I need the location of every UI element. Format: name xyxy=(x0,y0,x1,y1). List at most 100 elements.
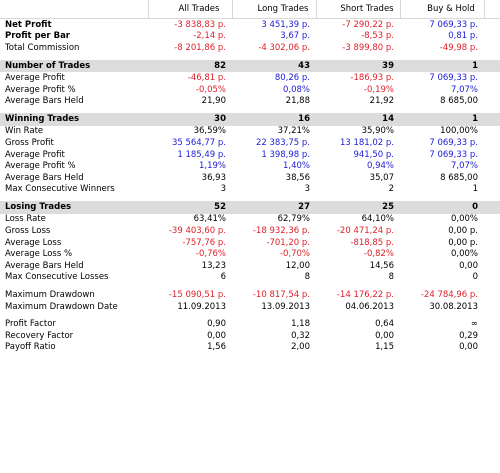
metric-value: 7,07% xyxy=(450,161,478,172)
metric-value: -4 302,06 p. xyxy=(258,42,310,53)
report-body: Net Profit -3 838,83 p. 3 451,39 p. -7 290,… xyxy=(0,19,500,353)
metric-value: 1 xyxy=(472,184,478,195)
metric-value: 21,90 xyxy=(201,96,226,107)
metric-value: 0,00 xyxy=(375,330,394,341)
metric-value: 80,26 p. xyxy=(274,73,310,84)
metric-value: 14 xyxy=(382,114,394,125)
metric-row: Payoff Ratio 1,56 2,00 1,15 0,00 xyxy=(0,342,500,354)
column-header-buy-hold[interactable]: Buy & Hold xyxy=(427,4,475,14)
metric-label: Profit per Bar xyxy=(5,31,70,42)
metric-value: -7 290,22 p. xyxy=(342,19,394,30)
metric-value: 37,21% xyxy=(277,126,310,137)
metric-value: 1,40% xyxy=(282,161,310,172)
metric-label: Recovery Factor xyxy=(5,330,74,341)
metric-value: 22 383,75 p. xyxy=(255,137,310,148)
metric-value: -10 817,54 p. xyxy=(252,289,310,300)
metric-value: 30.08.2013 xyxy=(429,301,478,312)
metric-label: Average Profit % xyxy=(5,161,76,172)
metric-row: Average Bars Held 13,23 12,00 14,56 0,00 xyxy=(0,260,500,272)
header-divider[interactable] xyxy=(316,0,317,18)
metric-label: Profit Factor xyxy=(5,319,56,330)
metric-row: Average Profit % -0,05% 0,08% -0,19% 7,07% xyxy=(0,84,500,96)
metric-value: -757,76 p. xyxy=(182,237,226,248)
metric-value: 0,00 p. xyxy=(448,226,478,237)
column-header-all-trades[interactable]: All Trades xyxy=(178,4,220,14)
metric-row: Average Profit % 1,19% 1,40% 0,94% 7,07% xyxy=(0,160,500,172)
metric-value: 0,08% xyxy=(282,84,310,95)
column-header-short-trades[interactable]: Short Trades xyxy=(340,4,394,14)
metric-value: 63,41% xyxy=(193,214,226,225)
metric-value: -18 932,36 p. xyxy=(252,226,310,237)
metric-value: 82 xyxy=(214,61,226,72)
metric-value: 13 181,02 p. xyxy=(339,137,394,148)
metric-label: Average Profit xyxy=(5,149,65,160)
metric-value: 13.09.2013 xyxy=(261,301,310,312)
metric-value: -3 899,80 p. xyxy=(342,42,394,53)
metric-value: 38,56 xyxy=(285,172,310,183)
metric-value: 3,67 p. xyxy=(280,31,310,42)
metric-label: Average Loss xyxy=(5,237,62,248)
header-divider[interactable] xyxy=(232,0,233,18)
metric-value: 1 xyxy=(472,114,478,125)
metric-label: Losing Trades xyxy=(5,202,72,213)
metric-row: Average Loss % -0,76% -0,70% -0,82% 0,00% xyxy=(0,248,500,260)
metric-row: Average Bars Held 21,90 21,88 21,92 8 685,00 xyxy=(0,95,500,107)
metric-value: 7 069,33 p. xyxy=(429,137,478,148)
metric-value: -24 784,96 p. xyxy=(420,289,478,300)
metric-row: Profit Factor 0,90 1,18 0,64 ∞ xyxy=(0,318,500,330)
metric-value: -49,98 p. xyxy=(439,42,478,53)
metric-value: 0,00 p. xyxy=(448,237,478,248)
metric-value: 2 xyxy=(388,184,394,195)
metric-value: 25 xyxy=(382,202,394,213)
metric-value: 1,19% xyxy=(198,161,226,172)
metric-value: 0,81 p. xyxy=(448,31,478,42)
metric-row: Gross Profit 35 564,77 p. 22 383,75 p. 13 1… xyxy=(0,137,500,149)
metric-value: -2,14 p. xyxy=(193,31,226,42)
metric-row: Maximum Drawdown -15 090,51 p. -10 817,54 … xyxy=(0,289,500,301)
metric-row: Average Loss -757,76 p. -701,20 p. -818,85 … xyxy=(0,237,500,249)
metric-value: 1,56 xyxy=(207,342,226,353)
metric-value: 04.06.2013 xyxy=(345,301,394,312)
metric-value: 11.09.2013 xyxy=(177,301,226,312)
section-header-row: Number of Trades 82 43 39 1 xyxy=(0,59,500,73)
metric-value: -0,05% xyxy=(195,84,226,95)
metric-value: 21,88 xyxy=(285,96,310,107)
metric-value: 7 069,33 p. xyxy=(429,149,478,160)
metric-label: Average Profit % xyxy=(5,84,76,95)
metric-label: Average Bars Held xyxy=(5,96,84,107)
metric-row: Max Consecutive Losses 6 8 8 0 xyxy=(0,272,500,284)
metric-label: Total Commission xyxy=(5,42,80,53)
metric-value: 941,50 p. xyxy=(353,149,394,160)
metric-value: -20 471,24 p. xyxy=(336,226,394,237)
metric-label: Win Rate xyxy=(5,126,44,137)
header-divider[interactable] xyxy=(484,0,485,18)
metric-value: 36,59% xyxy=(193,126,226,137)
metric-value: 7,07% xyxy=(450,84,478,95)
metric-value: 8 xyxy=(304,272,310,283)
metric-value: 0,94% xyxy=(366,161,394,172)
metric-label: Average Loss % xyxy=(5,249,73,260)
metric-value: 0,00 xyxy=(459,342,478,353)
metric-value: 0,00% xyxy=(450,249,478,260)
metric-value: -14 176,22 p. xyxy=(336,289,394,300)
metric-value: 16 xyxy=(298,114,310,125)
metric-label: Maximum Drawdown xyxy=(5,289,95,300)
metric-value: 0,00 xyxy=(459,260,478,271)
metric-value: -186,93 p. xyxy=(350,73,394,84)
metric-value: 3 xyxy=(220,184,226,195)
metric-label: Average Bars Held xyxy=(5,260,84,271)
metric-value: 0,32 xyxy=(291,330,310,341)
metric-value: 0 xyxy=(472,272,478,283)
metric-value: 1 185,49 p. xyxy=(177,149,226,160)
metric-row: Average Profit -46,81 p. 80,26 p. -186,93 p… xyxy=(0,72,500,84)
header-divider[interactable] xyxy=(400,0,401,18)
header-divider[interactable] xyxy=(148,0,149,18)
metric-row: Net Profit -3 838,83 p. 3 451,39 p. -7 290,… xyxy=(0,19,500,31)
metric-value: 12,00 xyxy=(285,260,310,271)
metric-label: Payoff Ratio xyxy=(5,342,56,353)
metric-value: 21,92 xyxy=(369,96,394,107)
column-header-long-trades[interactable]: Long Trades xyxy=(257,4,309,14)
metric-value: 8 685,00 xyxy=(440,96,478,107)
metric-value: 3 451,39 p. xyxy=(261,19,310,30)
